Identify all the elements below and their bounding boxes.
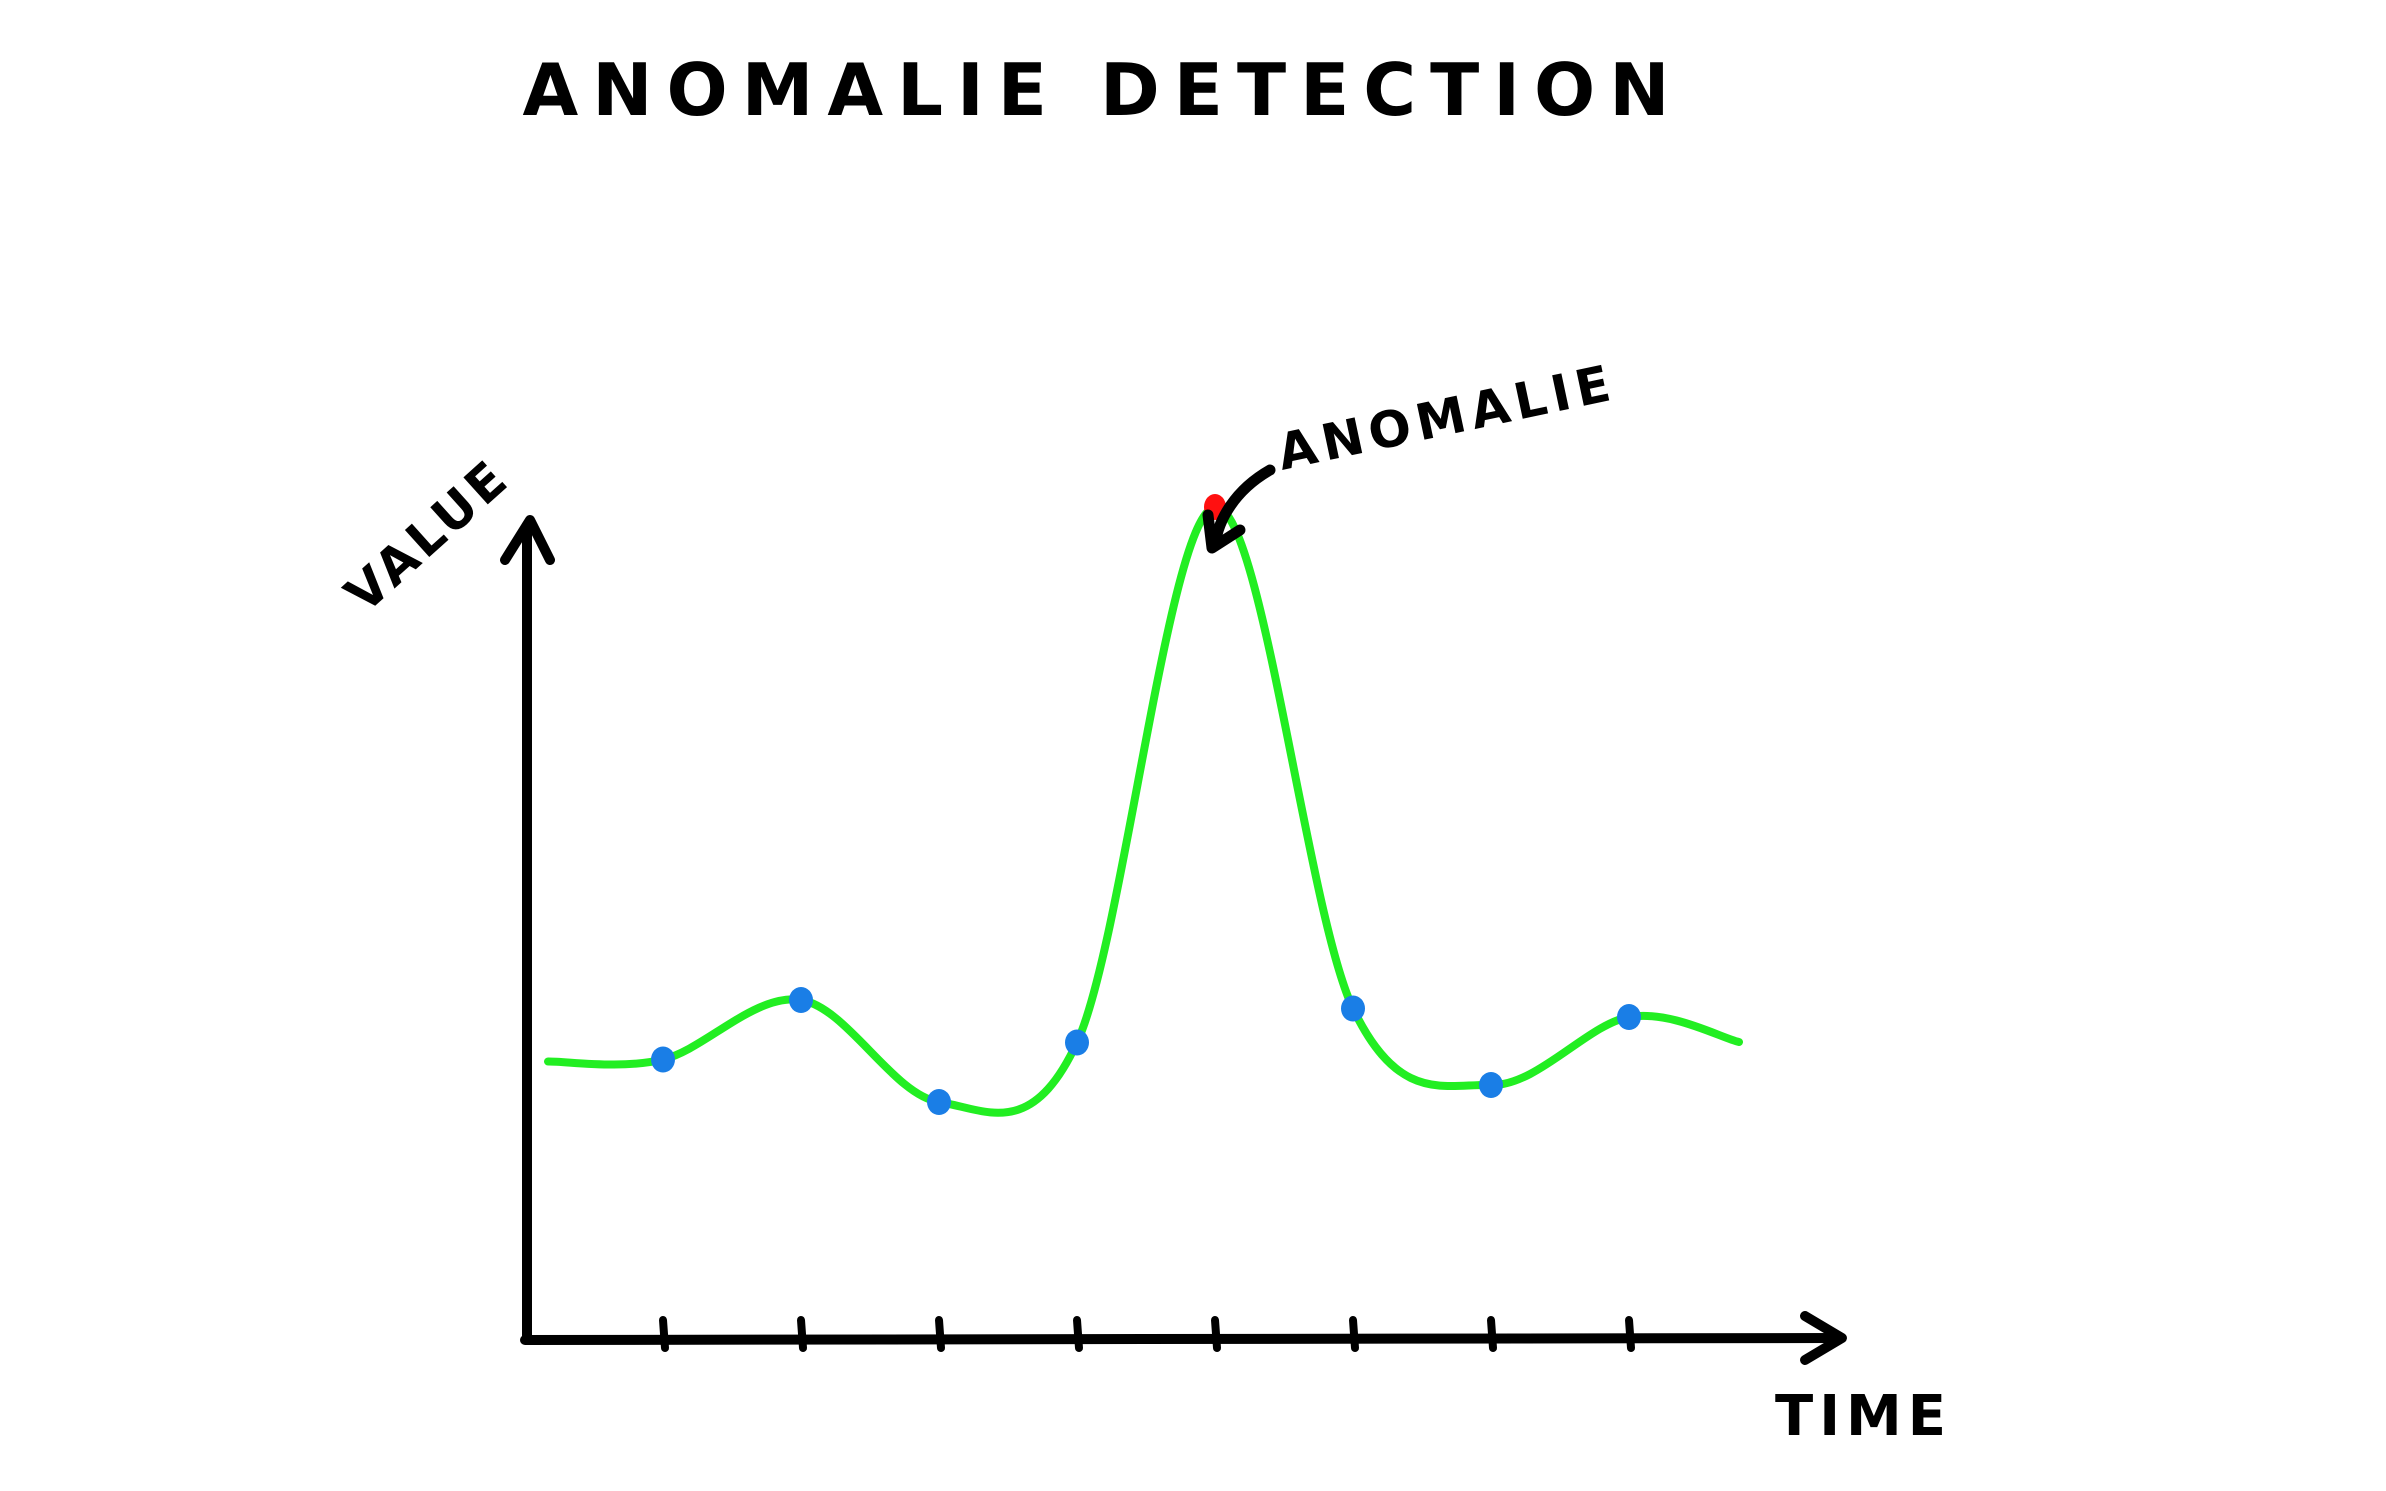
- x-tick: [797, 1316, 807, 1352]
- data-point: [1617, 1004, 1641, 1030]
- x-tick: [659, 1316, 669, 1352]
- x-tick: [1349, 1316, 1359, 1352]
- series-line: [544, 503, 1743, 1117]
- x-tick: [935, 1316, 945, 1352]
- annotation-arrow: [1209, 464, 1276, 551]
- x-axis: [520, 1333, 1845, 1345]
- x-tick: [1211, 1316, 1221, 1352]
- data-point: [927, 1089, 951, 1115]
- y-axis-arrow: [500, 515, 555, 565]
- x-tick: [1073, 1316, 1083, 1352]
- chart-title: ANOMALIE DETECTION: [522, 48, 1684, 132]
- x-tick: [1487, 1316, 1497, 1352]
- annotation-arrowhead: [1202, 509, 1246, 554]
- x-tick: [1625, 1316, 1635, 1352]
- x-axis-arrow: [1800, 1311, 1847, 1365]
- data-point: [1065, 1029, 1089, 1056]
- data-point: [651, 1046, 675, 1073]
- annotation-label: ANOMALIE: [1272, 353, 1621, 481]
- data-point: [789, 987, 813, 1013]
- y-axis-label: VALUE: [334, 448, 521, 624]
- data-point: [1341, 995, 1365, 1022]
- x-axis-label: TIME: [1775, 1384, 1952, 1449]
- data-point: [1479, 1072, 1503, 1098]
